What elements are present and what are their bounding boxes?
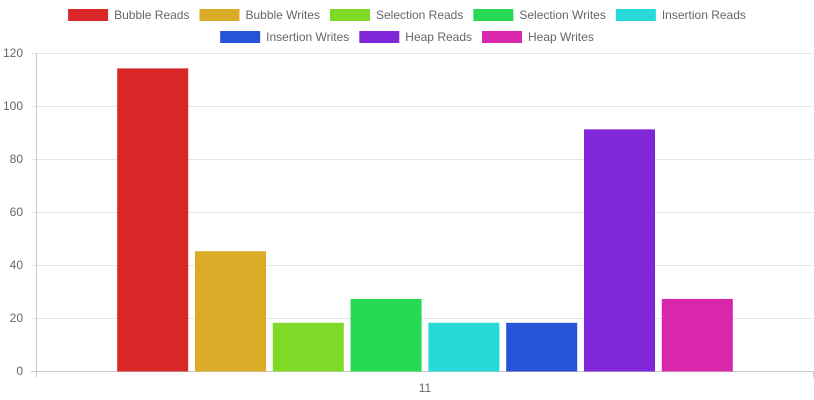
bars <box>117 68 733 372</box>
legend-swatch <box>615 9 656 21</box>
legend-item-selection-reads[interactable]: Selection Reads <box>329 8 463 22</box>
legend-label: Selection Writes <box>519 8 605 22</box>
legend-item-insertion-reads[interactable]: Insertion Reads <box>615 8 746 22</box>
legend-label: Insertion Reads <box>662 8 746 22</box>
legend: Bubble Reads Bubble Writes Selection Reads… <box>68 8 746 44</box>
y-tick-label: 20 <box>10 311 24 325</box>
legend-label: Insertion Writes <box>266 30 349 44</box>
legend-label: Selection Reads <box>376 8 463 22</box>
legend-label: Heap Reads <box>405 30 472 44</box>
legend-swatch <box>220 31 261 43</box>
bar-heap-writes[interactable] <box>661 298 733 372</box>
legend-label: Bubble Writes <box>245 8 319 22</box>
legend-swatch <box>359 31 400 43</box>
legend-item-selection-writes[interactable]: Selection Writes <box>473 8 606 22</box>
bar-bubble-writes[interactable] <box>194 251 267 372</box>
legend-item-heap-reads[interactable]: Heap Reads <box>359 30 472 44</box>
bar-bubble-reads[interactable] <box>117 68 189 372</box>
legend-swatch <box>473 9 514 21</box>
y-tick-label: 40 <box>10 258 24 272</box>
legend-item-bubble-writes[interactable]: Bubble Writes <box>199 8 320 22</box>
bar-insertion-writes[interactable] <box>506 322 578 372</box>
legend-item-heap-writes[interactable]: Heap Writes <box>482 30 594 44</box>
axes: 0 20 40 60 80 100 120 11 <box>3 46 814 395</box>
legend-label: Heap Writes <box>528 30 594 44</box>
bar-heap-reads[interactable] <box>583 129 656 372</box>
y-tick-label: 120 <box>3 46 23 60</box>
x-tick-label: 11 <box>419 381 432 395</box>
legend-label: Bubble Reads <box>114 8 189 22</box>
legend-item-bubble-reads[interactable]: Bubble Reads <box>68 8 189 22</box>
bar-insertion-reads[interactable] <box>428 322 500 372</box>
legend-item-insertion-writes[interactable]: Insertion Writes <box>220 30 349 44</box>
legend-swatch <box>68 9 109 21</box>
legend-swatch <box>482 31 523 43</box>
y-tick-label: 0 <box>16 364 23 378</box>
legend-swatch <box>329 9 370 21</box>
y-tick-label: 100 <box>3 99 23 113</box>
bar-selection-writes[interactable] <box>350 298 422 372</box>
y-tick-label: 60 <box>10 205 24 219</box>
y-tick-label: 80 <box>10 152 24 166</box>
legend-swatch <box>199 9 240 21</box>
bar-selection-reads[interactable] <box>272 322 344 372</box>
